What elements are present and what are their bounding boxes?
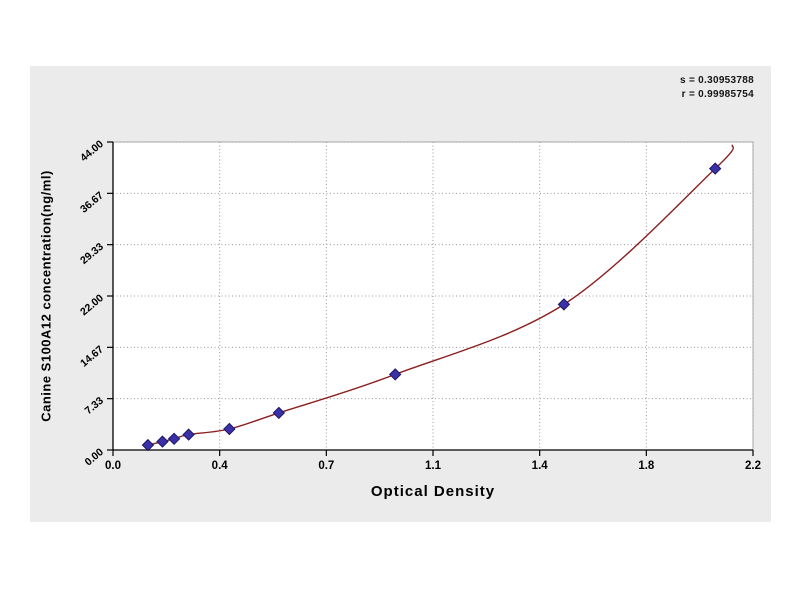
gridlines (113, 141, 754, 450)
svg-text:0.00: 0.00 (83, 446, 106, 468)
data-point-diamond (708, 162, 722, 175)
svg-text:14.67: 14.67 (78, 343, 106, 369)
svg-text:22.00: 22.00 (78, 292, 106, 318)
data-point-diamond (156, 435, 169, 448)
y-axis-title: Canine S100A12 concentration(ng/ml) (38, 170, 54, 422)
svg-text:36.67: 36.67 (78, 189, 106, 215)
fit-stat-s: s = 0.30953788 (680, 75, 754, 86)
x-tick-labels: 0.0 0.4 0.7 1.1 1.4 1.8 2.2 (105, 450, 761, 472)
svg-text:29.33: 29.33 (78, 241, 106, 267)
svg-text:0.0: 0.0 (105, 460, 121, 472)
x-axis-title: Optical Density (370, 483, 496, 500)
data-point-diamond (272, 406, 286, 420)
fit-statistics: s = 0.30953788 r = 0.99985754 (680, 74, 754, 102)
data-point-diamond (223, 422, 236, 436)
data-point-diamond (388, 368, 402, 381)
svg-text:0.7: 0.7 (318, 460, 334, 472)
data-point-diamond (557, 298, 571, 311)
svg-text:1.4: 1.4 (532, 460, 549, 472)
svg-text:44.00: 44.00 (78, 138, 106, 164)
svg-text:1.8: 1.8 (638, 460, 655, 472)
svg-text:7.33: 7.33 (83, 395, 106, 417)
svg-text:0.4: 0.4 (212, 460, 229, 472)
svg-text:2.2: 2.2 (745, 460, 761, 472)
svg-text:1.1: 1.1 (425, 460, 442, 472)
fit-stat-r: r = 0.99985754 (681, 89, 754, 100)
y-tick-labels: 0.00 7.33 14.67 22.00 29.33 36.67 44.00 (78, 138, 113, 468)
data-point-diamond (182, 428, 195, 441)
data-points (141, 162, 722, 452)
data-point-diamond (167, 432, 181, 446)
data-point-diamond (141, 438, 155, 452)
